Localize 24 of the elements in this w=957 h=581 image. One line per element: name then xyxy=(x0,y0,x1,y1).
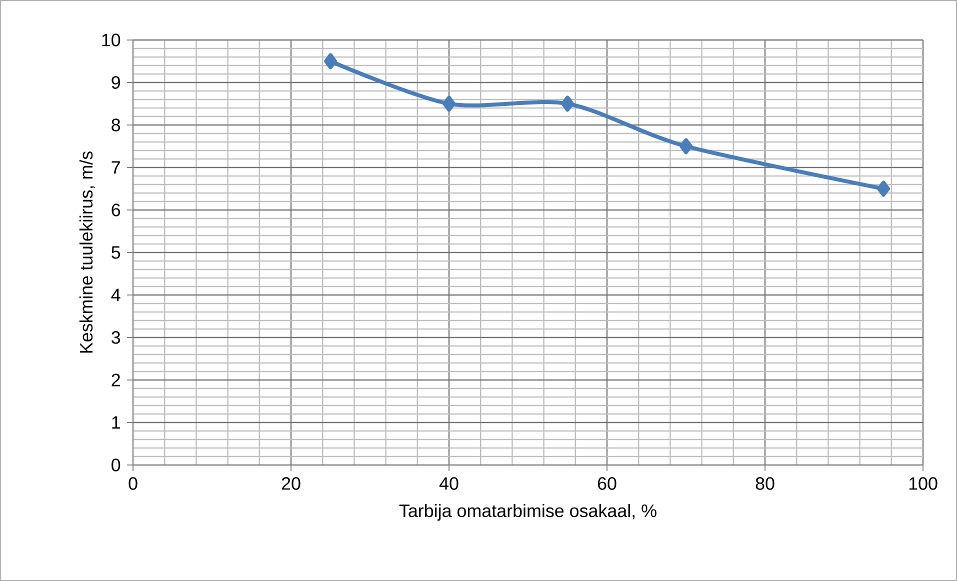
point xyxy=(324,53,338,70)
y-tick-label: 3 xyxy=(112,331,120,344)
point xyxy=(442,96,456,112)
y-tick-label: 1 xyxy=(112,416,120,429)
y-tick-label: 7 xyxy=(112,161,120,174)
y-axis-title: Keskmine tuulekiirus, m/s xyxy=(79,152,95,353)
y-tick-label: 5 xyxy=(112,246,120,259)
y-tick-label: 2 xyxy=(112,374,120,386)
x-axis-title: Tarbija omatarbimise osakaal, % xyxy=(399,504,656,521)
point xyxy=(680,138,693,154)
y-tick-label: 8 xyxy=(112,118,120,132)
y-tick-label: 4 xyxy=(111,288,120,302)
x-tick-label: 100 xyxy=(909,477,938,490)
y-tick-label: 6 xyxy=(112,204,120,216)
y-tick-label: 10 xyxy=(102,34,120,46)
x-tick-label: 60 xyxy=(598,477,616,490)
x-tick-label: 20 xyxy=(282,477,300,490)
y-tick-label: 0 xyxy=(112,458,120,472)
x-tick-label: 40 xyxy=(439,477,458,490)
y-tick-label: 9 xyxy=(112,76,120,89)
x-tick-label: 0 xyxy=(128,477,138,490)
point xyxy=(877,180,890,197)
x-tick-label: 80 xyxy=(756,477,774,490)
point xyxy=(561,96,574,112)
